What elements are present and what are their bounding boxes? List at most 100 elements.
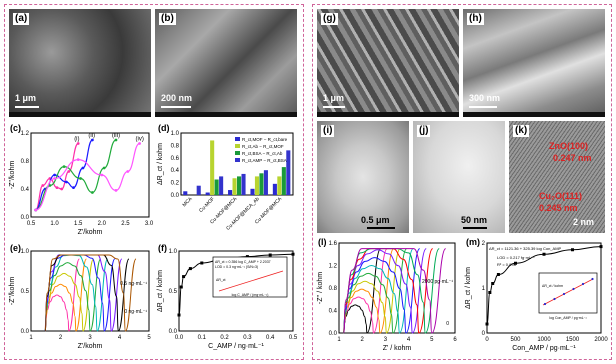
chart-l-xtick-label: 3 bbox=[384, 337, 388, 343]
chart-c-series-label: (iii) bbox=[112, 133, 120, 139]
chart-m-inset-ylabel: ΔR_ct / kohm bbox=[542, 284, 563, 288]
panel-k-hrtem-image: (k) ZnO(100) 0.247 nm Cu₂O(111) 0.245 nm… bbox=[509, 121, 605, 233]
chart-d-bar bbox=[228, 190, 233, 195]
chart-d-bar bbox=[250, 188, 255, 195]
panel-k-annotation-cu2o: Cu₂O(111) bbox=[539, 191, 583, 201]
chart-m-inset-fit-line bbox=[542, 278, 594, 306]
chart-c-data-point bbox=[138, 142, 141, 145]
panel-i-scale-text: 0.5 μm bbox=[361, 215, 390, 225]
chart-l-axis-frame bbox=[338, 242, 456, 334]
panel-j-scalebar bbox=[463, 227, 487, 229]
chart-f-inset-lod: LOD = 0.3 ng·mL⁻¹ (S/N=3) bbox=[215, 265, 258, 269]
chart-m-data-point bbox=[491, 282, 495, 285]
chart-f-inset-xlabel: log C_AMP / (mg·mL⁻¹) bbox=[232, 293, 269, 297]
chart-m-inset-data-point bbox=[581, 282, 585, 286]
chart-c-series-line bbox=[35, 139, 93, 211]
chart-f-xtick-label: 0.5 bbox=[289, 335, 298, 341]
panel-i-tem-image: (i) 0.5 μm bbox=[317, 121, 409, 233]
panel-f-chart: (f) 0.0 0.1 0.2 0.3 0.4 0.5 0.0 0.5 1.0 C_AMP / ng… bbox=[157, 243, 298, 350]
chart-e-annotation-low: 0 ng·mL⁻¹ bbox=[124, 309, 147, 315]
chart-d-ytick-label: 0.0 bbox=[171, 193, 180, 199]
chart-f-xlabel: C_AMP / ng·mL⁻¹ bbox=[208, 343, 264, 350]
chart-d-bar bbox=[272, 183, 277, 195]
chart-e-series-line bbox=[44, 258, 87, 332]
chart-l-ytick-label: 0.0 bbox=[329, 331, 338, 337]
chart-d-bar bbox=[259, 173, 264, 195]
chart-e-ytick-label: 1.0 bbox=[21, 249, 30, 255]
panel-h-scalebar bbox=[469, 106, 497, 108]
chart-f-data-point bbox=[182, 275, 186, 279]
chart-e-xtick-label: 1 bbox=[29, 335, 33, 341]
chart-l-ytick-label: 0.4 bbox=[329, 309, 338, 315]
chart-c-data-point bbox=[126, 170, 130, 173]
chart-m-xtick-label: 500 bbox=[510, 337, 521, 343]
panel-c-chart: (c) 0.5 1.0 1.5 2.0 2.5 3.0 0.0 0.4 0.8 1.2 Z'/kohm… bbox=[9, 123, 154, 236]
chart-d-category-label: Cu-MOF bbox=[198, 196, 216, 214]
chart-c-data-point bbox=[114, 189, 118, 192]
chart-c-data-point bbox=[114, 138, 118, 142]
chart-c-xlabel: Z'/kohm bbox=[78, 229, 103, 236]
chart-m-inset-data-point bbox=[562, 292, 566, 296]
chart-d-bar bbox=[214, 179, 219, 195]
chart-e-panel-label: (e) bbox=[10, 243, 21, 253]
chart-e-xtick-label: 5 bbox=[147, 335, 151, 341]
panel-h-label: (h) bbox=[467, 13, 484, 25]
chart-c-data-point bbox=[34, 208, 38, 212]
chart-d-legend-swatch bbox=[235, 151, 240, 155]
chart-m-xtick-label: 2000 bbox=[594, 337, 608, 343]
chart-c-data-point bbox=[81, 166, 85, 170]
chart-m-data-point bbox=[599, 245, 603, 249]
chart-c-data-point bbox=[102, 166, 106, 170]
chart-m-data-point bbox=[514, 261, 517, 265]
chart-d-ylabel: ΔR_ct / kohm bbox=[157, 143, 164, 185]
chart-d-bar bbox=[281, 167, 286, 195]
chart-l-series-line bbox=[343, 248, 447, 334]
chart-c-axis-frame bbox=[30, 132, 150, 218]
chart-e-ytick-label: 0.0 bbox=[21, 329, 30, 335]
chart-l-annotation-high: 2000 pg·mL⁻¹ bbox=[422, 279, 453, 285]
chart-f-inset-equation: ΔR_ct = 0.356 log C_AMP + 2.2037 bbox=[215, 260, 271, 264]
chart-f-data-point bbox=[177, 313, 181, 317]
chart-m-lod: LOD = 0.217 fg·mL⁻¹ bbox=[497, 255, 535, 260]
chart-d-bar bbox=[196, 185, 201, 195]
chart-f-data-point bbox=[179, 285, 183, 289]
chart-c-xtick-label: 1.5 bbox=[74, 221, 83, 227]
chart-d-bar bbox=[205, 192, 210, 195]
chart-c-ytick-label: 0.0 bbox=[21, 215, 30, 221]
chart-d-category-label: MCA bbox=[182, 196, 195, 209]
chart-f-ytick-label: 1.0 bbox=[169, 249, 178, 255]
chart-l-series-line bbox=[343, 248, 414, 334]
chart-d-legend-entry: R_ct,MOF − R_ct,bare bbox=[242, 137, 288, 142]
chart-d-ytick-label: 1.0 bbox=[171, 131, 180, 137]
panel-e-chart: (e) 1 2 3 4 5 0.0 0.5 1.0 Z'/kohm -Z''/kohm 0.5 ng·… bbox=[9, 243, 151, 350]
chart-l-xtick-label: 4 bbox=[407, 337, 411, 343]
chart-m-data-point bbox=[542, 252, 546, 256]
panel-b-sem-image: (b) 200 nm bbox=[155, 9, 297, 117]
chart-c-ytick-label: 0.8 bbox=[21, 159, 30, 165]
chart-c-data-point bbox=[53, 173, 56, 177]
chart-f-ylabel: ΔR_ct / kohm bbox=[157, 270, 164, 312]
chart-m-panel-label: (m) bbox=[466, 237, 480, 247]
chart-c-data-point bbox=[100, 173, 104, 177]
chart-c-xtick-label: 2.0 bbox=[98, 221, 107, 227]
chart-c-data-point bbox=[90, 138, 94, 142]
chart-l-xtick-label: 2 bbox=[361, 337, 365, 343]
chart-c-data-point bbox=[72, 186, 75, 189]
panel-l-chart: (l) 1 2 3 4 5 6 0.0 0.4 0.8 1.2 1.6 Z' / kohm -Z'' / … bbox=[317, 237, 457, 352]
panel-j-tem-image: (j) 50 nm bbox=[413, 121, 505, 233]
chart-l-series-line bbox=[343, 248, 408, 334]
panel-i-label: (i) bbox=[321, 125, 335, 137]
chart-c-series-label: (i) bbox=[74, 137, 79, 143]
panel-a-scale-text: 1 μm bbox=[15, 93, 37, 103]
chart-c-panel-label: (c) bbox=[10, 123, 21, 133]
panel-b-info-strip bbox=[155, 112, 297, 117]
panel-h-info-strip bbox=[463, 112, 605, 117]
chart-l-series-line bbox=[343, 248, 421, 334]
chart-e-ylabel: -Z''/kohm bbox=[9, 277, 16, 306]
chart-l-ytick-label: 1.6 bbox=[329, 241, 338, 247]
chart-c-data-point bbox=[55, 186, 59, 189]
chart-d-legend-entry: R_ct,AMP − R_ct,BSA bbox=[242, 158, 287, 163]
chart-d-panel-label: (d) bbox=[158, 123, 170, 133]
chart-c-data-point bbox=[79, 177, 82, 180]
chart-m-data-point bbox=[571, 248, 574, 252]
